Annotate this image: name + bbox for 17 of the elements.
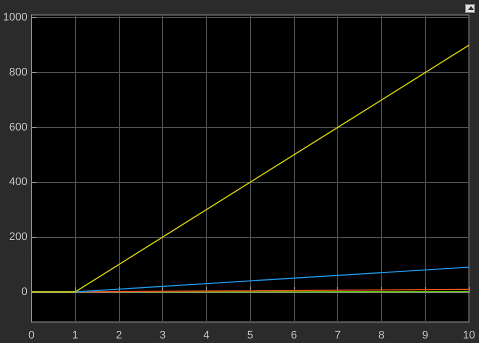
x-tick-label: 1 <box>72 330 78 342</box>
y-tick-label: 800 <box>9 66 28 79</box>
y-tick-label: 200 <box>9 231 28 244</box>
y-tick-label: 0 <box>21 286 28 298</box>
y-tick-label: 400 <box>9 176 28 188</box>
x-tick-label: 8 <box>378 330 385 342</box>
x-tick-label: 6 <box>290 330 298 342</box>
x-tick-label: 4 <box>203 330 210 342</box>
x-tick-label: 7 <box>334 330 341 342</box>
x-tick-label: 9 <box>422 330 428 342</box>
y-tick-label: 600 <box>9 121 28 134</box>
x-tick-label: 5 <box>247 330 254 342</box>
x-tick-label: 3 <box>160 330 166 342</box>
x-tick-label: 2 <box>116 330 122 342</box>
x-tick-label: 10 <box>462 330 476 342</box>
x-tick-label: 0 <box>28 330 35 342</box>
y-tick-label: 1000 <box>2 12 28 24</box>
